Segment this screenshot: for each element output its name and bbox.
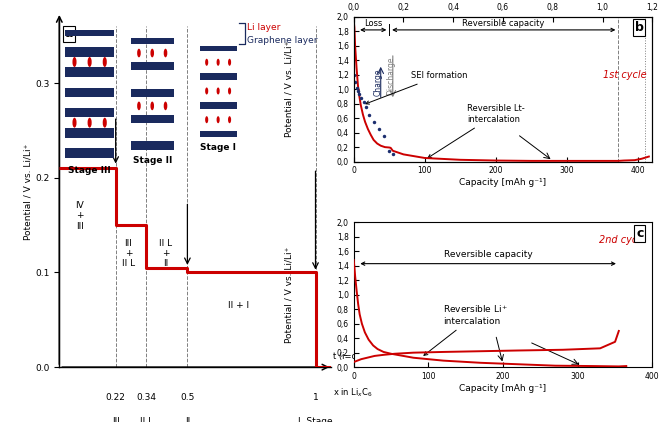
Bar [65, 108, 114, 117]
Text: 0.34: 0.34 [136, 393, 156, 402]
Text: Loss: Loss [364, 19, 382, 28]
Circle shape [217, 87, 219, 95]
Text: Reversible capacity: Reversible capacity [462, 19, 544, 28]
Circle shape [103, 57, 107, 67]
Circle shape [205, 59, 208, 66]
Circle shape [163, 49, 167, 57]
Y-axis label: Potential / V vs. Li/Li⁺: Potential / V vs. Li/Li⁺ [285, 41, 294, 138]
Text: Reversible Li$^+$
intercalation: Reversible Li$^+$ intercalation [424, 303, 509, 355]
Text: Li layer: Li layer [247, 23, 281, 32]
Text: Stage III: Stage III [69, 165, 111, 175]
Circle shape [72, 118, 76, 127]
Circle shape [205, 87, 208, 95]
Circle shape [163, 102, 167, 110]
X-axis label: Capacity [mAh g⁻¹]: Capacity [mAh g⁻¹] [459, 384, 546, 393]
Bar [131, 89, 173, 97]
Circle shape [217, 116, 219, 123]
Text: SEI formation: SEI formation [366, 71, 467, 104]
Bar [65, 148, 114, 158]
Circle shape [137, 49, 141, 57]
Text: II: II [185, 417, 190, 422]
Bar [200, 73, 237, 80]
Bar [131, 115, 173, 123]
Circle shape [150, 102, 154, 110]
Text: 0.22: 0.22 [105, 393, 126, 402]
Bar [131, 62, 173, 70]
Text: c: c [636, 227, 643, 240]
Circle shape [228, 116, 231, 123]
Text: I  Stage: I Stage [298, 417, 333, 422]
Circle shape [72, 57, 76, 67]
Text: Stage II: Stage II [132, 157, 172, 165]
Text: Discharge: Discharge [386, 57, 395, 95]
Text: 1st cycle: 1st cycle [603, 70, 646, 80]
Bar [65, 128, 114, 138]
Circle shape [88, 118, 92, 127]
Bar [65, 88, 114, 97]
Text: b: b [635, 21, 643, 34]
Text: II + I: II + I [228, 301, 249, 310]
Text: Charge: Charge [374, 68, 383, 96]
Text: a: a [65, 27, 73, 41]
Text: 0.5: 0.5 [180, 393, 194, 402]
Circle shape [150, 49, 154, 57]
Bar [65, 68, 114, 77]
Circle shape [88, 57, 92, 67]
Circle shape [228, 87, 231, 95]
Circle shape [103, 118, 107, 127]
Circle shape [217, 59, 219, 66]
X-axis label: Capacity [mAh g⁻¹]: Capacity [mAh g⁻¹] [459, 178, 546, 187]
Text: II L
+
II: II L + II [159, 239, 172, 268]
Circle shape [228, 59, 231, 66]
Text: III: III [112, 417, 120, 422]
Text: Reversible capacity: Reversible capacity [444, 249, 532, 259]
Text: III
+
II L: III + II L [122, 239, 135, 268]
Y-axis label: Potential / V vs. Li/Li⁺: Potential / V vs. Li/Li⁺ [24, 144, 32, 240]
Circle shape [205, 116, 208, 123]
Text: t (i=const.): t (i=const.) [333, 352, 380, 362]
Bar [65, 27, 114, 36]
Bar [200, 131, 237, 138]
Text: IV
+
III: IV + III [75, 201, 84, 230]
Bar [65, 47, 114, 57]
Text: Reversible Lt-
intercalation: Reversible Lt- intercalation [428, 104, 525, 158]
Bar [131, 141, 173, 150]
Circle shape [137, 102, 141, 110]
Text: x in Li$_x$C$_6$: x in Li$_x$C$_6$ [333, 386, 373, 398]
Text: Graphene layer: Graphene layer [247, 35, 318, 45]
Bar [131, 36, 173, 44]
Text: 2nd cycle: 2nd cycle [600, 235, 646, 245]
Text: Stage I: Stage I [200, 143, 236, 152]
Bar [200, 45, 237, 51]
Bar [200, 102, 237, 109]
Text: 1: 1 [312, 393, 318, 402]
X-axis label: x in LiₓC₈: x in LiₓC₈ [482, 0, 523, 1]
Text: II L: II L [140, 417, 153, 422]
Y-axis label: Potential / V vs. Li/Li⁺: Potential / V vs. Li/Li⁺ [285, 246, 294, 343]
